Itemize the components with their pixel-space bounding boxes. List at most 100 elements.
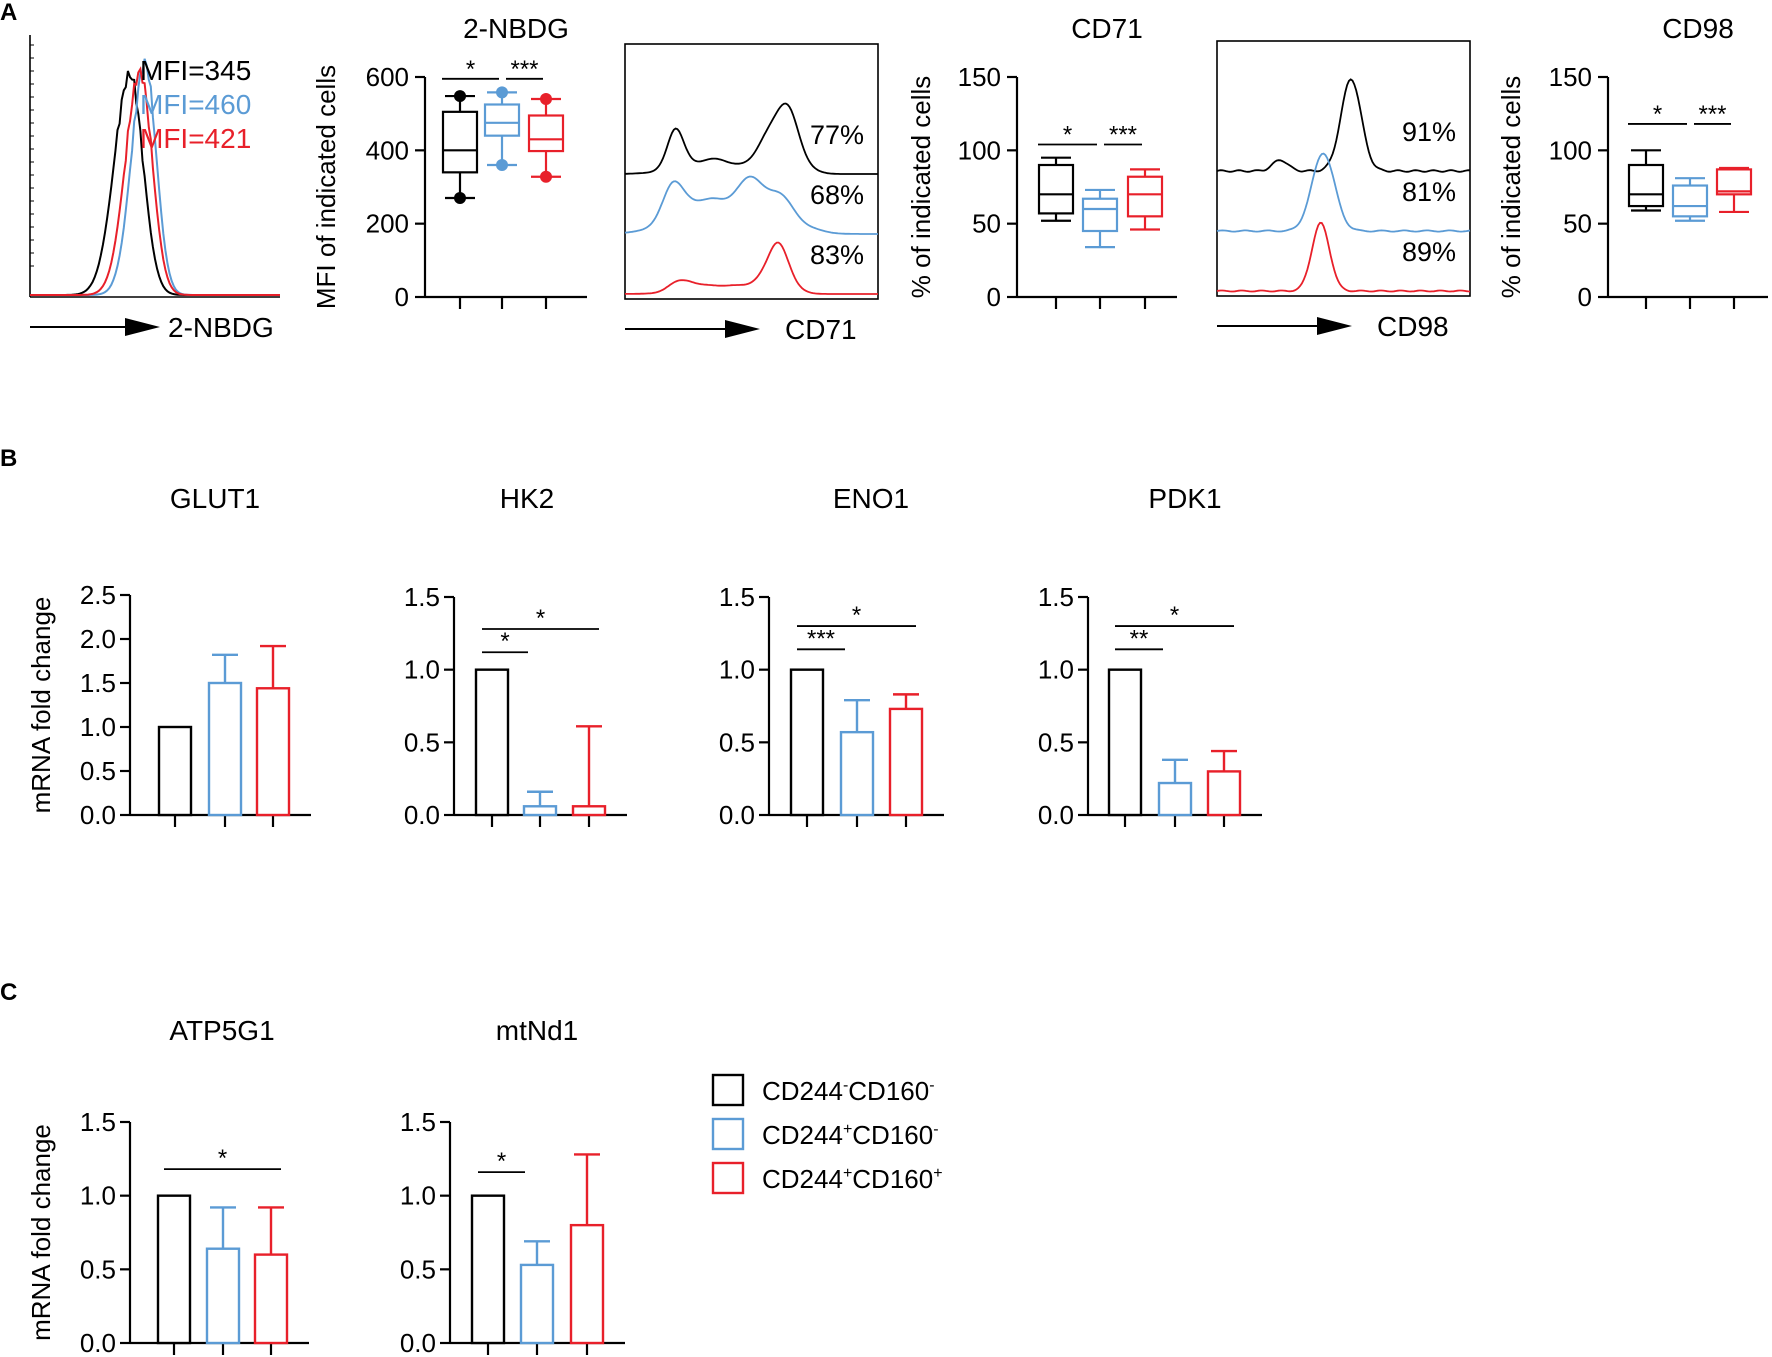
bar bbox=[1206, 770, 1242, 817]
percent-label: 81% bbox=[1402, 177, 1456, 207]
box-group bbox=[1081, 188, 1119, 249]
histogram-curve bbox=[625, 241, 878, 295]
legend-label: CD244+CD160- bbox=[762, 1120, 939, 1150]
chart-title: CD98 bbox=[1662, 13, 1734, 44]
histogram-cd98_hist: 91% 81% 89% CD98 bbox=[1216, 40, 1471, 342]
y-tick-label: 0.0 bbox=[80, 1328, 116, 1357]
chart-title: CD71 bbox=[1071, 13, 1143, 44]
y-tick-label: 0 bbox=[987, 282, 1001, 312]
bar bbox=[1107, 668, 1143, 817]
percent-label: 89% bbox=[1402, 237, 1456, 267]
legend-label-part: CD160 bbox=[848, 1076, 929, 1106]
box-group bbox=[1126, 168, 1164, 231]
y-tick-label: 0.5 bbox=[80, 756, 116, 786]
axis-arrow-head bbox=[725, 320, 760, 338]
y-axis-label: % of indicated cells bbox=[906, 76, 936, 299]
legend-label-part: CD160 bbox=[852, 1164, 933, 1194]
legend-label-part: - bbox=[843, 1077, 848, 1094]
bar-chart-mtnd1: 0.0 0.5 1.0 1.5 mtNd1 * bbox=[400, 1015, 625, 1357]
y-tick-label: 0.5 bbox=[400, 1254, 436, 1284]
outlier-point bbox=[454, 90, 466, 103]
histogram-curve bbox=[1216, 78, 1471, 173]
chart-title: HK2 bbox=[500, 483, 554, 514]
box-iqr bbox=[527, 114, 565, 153]
y-tick-label: 0.0 bbox=[1038, 800, 1074, 830]
y-tick-label: 0.5 bbox=[1038, 727, 1074, 757]
bar bbox=[470, 1194, 506, 1345]
y-tick-label: 1.0 bbox=[80, 712, 116, 742]
y-tick-label: 0.0 bbox=[404, 800, 440, 830]
box-group bbox=[1037, 156, 1075, 222]
significance-label: * bbox=[466, 56, 475, 83]
box-iqr bbox=[1126, 175, 1164, 218]
histogram-cd71_hist: 77% 68% 83% CD71 bbox=[624, 43, 879, 345]
legend-label-part: + bbox=[843, 1121, 852, 1138]
y-tick-label: 1.5 bbox=[404, 582, 440, 612]
percent-label: 77% bbox=[810, 120, 864, 150]
bar bbox=[789, 668, 825, 817]
panel-label-a: A bbox=[0, 0, 17, 26]
y-axis-label: MFI of indicated cells bbox=[311, 65, 341, 309]
significance-label: ** bbox=[1130, 625, 1149, 652]
y-tick-label: 2.5 bbox=[80, 580, 116, 610]
y-tick-label: 150 bbox=[958, 62, 1001, 92]
y-axis-label: mRNA fold change bbox=[26, 1124, 56, 1341]
bar bbox=[569, 1223, 605, 1345]
y-tick-label: 100 bbox=[958, 135, 1001, 165]
bar bbox=[157, 725, 193, 817]
y-axis-label: % of indicated cells bbox=[1496, 76, 1526, 299]
bar bbox=[519, 1263, 555, 1345]
box-group bbox=[527, 93, 565, 183]
axis-arrow-head bbox=[1317, 317, 1352, 335]
y-tick-label: 1.0 bbox=[80, 1181, 116, 1211]
x-axis-label: 2-NBDG bbox=[168, 312, 274, 343]
legend-label: CD244+CD160+ bbox=[762, 1164, 943, 1194]
legend-label-part: CD244 bbox=[762, 1120, 843, 1150]
legend-label-part: + bbox=[843, 1165, 852, 1182]
y-tick-label: 0.5 bbox=[80, 1254, 116, 1284]
chart-title: ATP5G1 bbox=[169, 1015, 274, 1046]
y-tick-label: 100 bbox=[1549, 135, 1592, 165]
y-tick-label: 1.5 bbox=[80, 1107, 116, 1137]
chart-title: 2-NBDG bbox=[463, 13, 569, 44]
significance-label: * bbox=[218, 1145, 227, 1172]
outlier-point bbox=[496, 86, 508, 99]
box-group bbox=[483, 86, 521, 171]
significance-label: * bbox=[1063, 121, 1072, 148]
y-tick-label: 150 bbox=[1549, 62, 1592, 92]
y-tick-label: 50 bbox=[1563, 209, 1592, 239]
legend-label-part: CD160 bbox=[852, 1120, 933, 1150]
bar bbox=[205, 1247, 241, 1345]
legend-label-part: CD244 bbox=[762, 1164, 843, 1194]
histogram-curve bbox=[624, 175, 878, 235]
bar bbox=[888, 707, 924, 817]
chart-title: mtNd1 bbox=[496, 1015, 578, 1046]
y-tick-label: 2.0 bbox=[80, 624, 116, 654]
chart-title: GLUT1 bbox=[170, 483, 260, 514]
y-tick-label: 0.0 bbox=[400, 1328, 436, 1357]
y-tick-label: 1.5 bbox=[80, 668, 116, 698]
y-axis-label: mRNA fold change bbox=[26, 597, 56, 814]
legend-swatch bbox=[711, 1117, 745, 1151]
box-iqr bbox=[1037, 163, 1075, 215]
legend-label-part: - bbox=[933, 1121, 938, 1138]
percent-label: 91% bbox=[1402, 117, 1456, 147]
bar bbox=[474, 668, 510, 817]
outlier-point bbox=[540, 93, 552, 105]
y-tick-label: 1.0 bbox=[400, 1181, 436, 1211]
y-tick-label: 0 bbox=[395, 282, 409, 312]
box-iqr bbox=[1627, 163, 1665, 208]
significance-label: * bbox=[500, 628, 509, 655]
histogram-curve bbox=[30, 66, 280, 296]
axis-arrow-head bbox=[125, 318, 160, 336]
legend-label-part: - bbox=[929, 1077, 934, 1094]
x-axis-label: CD71 bbox=[785, 314, 857, 345]
significance-label: * bbox=[1170, 602, 1179, 629]
y-tick-label: 200 bbox=[366, 209, 409, 239]
significance-label: * bbox=[1653, 101, 1662, 128]
